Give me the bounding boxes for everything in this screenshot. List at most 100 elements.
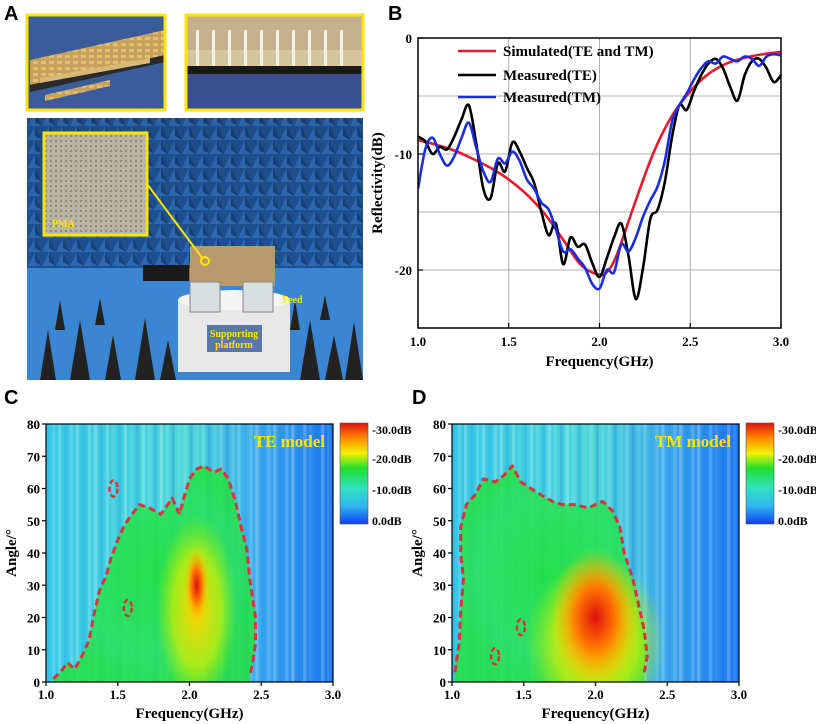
heatmap-streak-46 [727, 424, 731, 682]
x-tick-label-2: 2.0 [181, 687, 197, 702]
photo-callout-line [146, 183, 204, 260]
heatmap-streak-0 [46, 424, 50, 682]
x-tick-label-3: 2.5 [682, 334, 699, 349]
photo-feed-label: Feed [282, 295, 303, 306]
heatmap-streak-9 [99, 424, 104, 682]
heatmap-streak-40 [691, 424, 695, 682]
heatmap-streak-34 [655, 424, 659, 682]
contour-island-0 [515, 617, 527, 637]
heatmap-streak-8 [93, 424, 98, 682]
heatmap-area [452, 424, 739, 682]
contour-island-0 [108, 479, 119, 498]
x-tick-label-2: 2.0 [591, 334, 607, 349]
y-tick-label-2: -20 [395, 263, 412, 278]
heatmap-streak-41 [291, 424, 295, 682]
series-line-2 [418, 52, 781, 291]
x-tick-label-0: 1.0 [444, 687, 460, 702]
series-group [418, 50, 781, 301]
colorbar-label-1: -20.0dB [778, 452, 816, 466]
heatmap-streak-31 [637, 424, 641, 682]
heatmap-streak-36 [667, 424, 671, 682]
heatmap-streak-0 [452, 424, 456, 682]
heatmap-streak-37 [673, 424, 677, 682]
heatmap-streak-33 [649, 424, 653, 682]
legend-label-2: Measured(TM) [503, 90, 601, 106]
y-tick-label-7: 70 [27, 449, 40, 464]
x-axis-title: Frequency(GHz) [135, 706, 243, 722]
model-title: TE model [254, 432, 326, 451]
x-tick-label-1: 1.5 [501, 334, 518, 349]
model-title: TM model [655, 432, 731, 451]
heatmap-streak-10 [105, 424, 110, 682]
x-tick-label-4: 3.0 [773, 334, 789, 349]
hotspot-core [184, 547, 209, 624]
heatmap-streak-34 [249, 424, 253, 682]
y-axis-title: Angle/° [4, 529, 20, 577]
y-tick-label-2: 20 [27, 611, 40, 626]
x-tick-label-1: 1.5 [516, 687, 533, 702]
heatmap-streak-43 [709, 424, 713, 682]
hotspot-core [550, 547, 641, 682]
y-tick-label-1: 10 [433, 643, 446, 658]
x-tick-label-0: 1.0 [38, 687, 54, 702]
heatmap-streak-45 [721, 424, 725, 682]
heatmap-streak-44 [309, 424, 313, 682]
heatmap-streak-40 [285, 424, 289, 682]
x-axis-title: Frequency(GHz) [541, 706, 649, 722]
heatmap-streak-7 [87, 424, 92, 682]
y-axis-title: Angle/° [410, 529, 426, 577]
contour-line [453, 464, 649, 673]
heatmap-streak-38 [679, 424, 683, 682]
panel-d-letter: D [412, 387, 426, 409]
y-tick-label-1: 10 [27, 643, 40, 658]
contour-island-1 [122, 598, 134, 618]
legend-label-1: Measured(TE) [503, 68, 597, 84]
colorbar-label-1: -20.0dB [372, 452, 412, 466]
x-tick-label-4: 3.0 [731, 687, 747, 702]
photo-top-left [25, 13, 167, 112]
x-tick-label-4: 3.0 [325, 687, 341, 702]
heatmap-streak-44 [715, 424, 719, 682]
heatmap-streak-30 [631, 424, 635, 682]
heatmap-streak-1 [51, 424, 56, 682]
y-tick-label-6: 60 [433, 482, 446, 497]
heatmap-streak-42 [297, 424, 301, 682]
heatmap-streak-1 [457, 424, 462, 682]
photo-support-label-1: Supporting [210, 329, 258, 340]
heatmap-area [46, 424, 333, 682]
x-axis-title: Frequency(GHz) [545, 354, 653, 370]
panel-a-letter: A [4, 3, 18, 25]
colorbar-label-2: -10.0dB [778, 483, 816, 497]
heatmap-streak-5 [75, 424, 80, 682]
colorbar [745, 422, 775, 525]
photo-chamber: Supporting platform Feed PMA [27, 118, 363, 380]
heatmap-streak-39 [685, 424, 689, 682]
y-tick-label-3: 30 [27, 578, 40, 593]
x-tick-label-2: 2.0 [587, 687, 603, 702]
heatmap-streak-2 [57, 424, 62, 682]
heatmap-streak-32 [643, 424, 647, 682]
te-heatmap-chart: TE model 1.0 1.5 2.0 2.5 3.0 0 10 20 30 40 50 60 70 80… [4, 417, 412, 722]
y-tick-label-2: 20 [433, 611, 446, 626]
heatmap-streak-35 [661, 424, 665, 682]
heatmap-streak-47 [733, 424, 737, 682]
x-tick-label-0: 1.0 [410, 334, 426, 349]
y-tick-label-1: -10 [395, 147, 412, 162]
y-tick-label-8: 80 [27, 417, 40, 432]
colorbar-label-3: 0.0dB [778, 514, 808, 528]
photo-top-right [184, 13, 365, 112]
y-tick-label-4: 40 [27, 546, 40, 561]
x-tick-label-3: 2.5 [659, 687, 676, 702]
heatmap-streak-39 [279, 424, 283, 682]
heatmap-streak-43 [303, 424, 307, 682]
heatmap-streak-36 [261, 424, 265, 682]
tm-heatmap-chart: TM model 1.0 1.5 2.0 2.5 3.0 0 10 20 30 40 50 60 70 80… [410, 417, 816, 722]
y-axis-title: Reflectivity(dB) [370, 132, 386, 234]
panel-b-letter: B [388, 3, 402, 25]
y-tick-label-3: 30 [433, 578, 446, 593]
heatmap-streak-37 [267, 424, 271, 682]
heatmap-streak-46 [321, 424, 325, 682]
heatmap-streak-35 [255, 424, 259, 682]
